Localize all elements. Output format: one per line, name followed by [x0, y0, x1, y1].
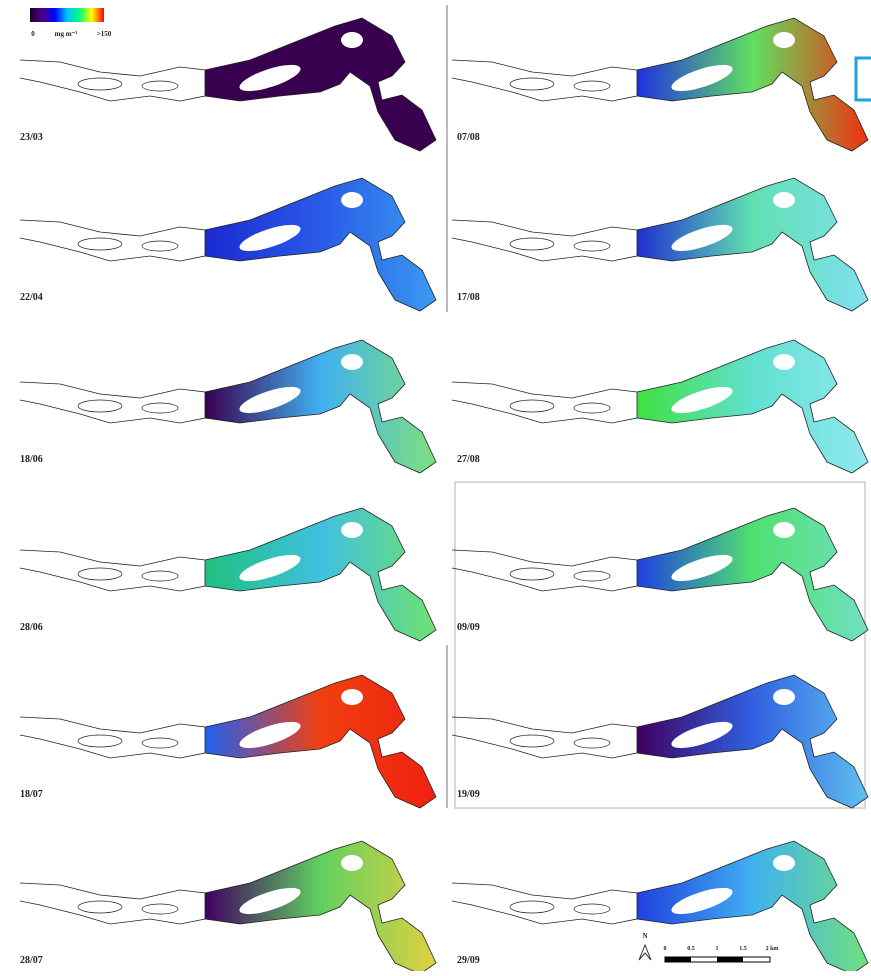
- scale-bar-segment: [665, 957, 691, 962]
- scale-label: 1.5: [739, 946, 747, 952]
- island: [341, 32, 363, 48]
- scale-label: 2 km: [766, 946, 779, 952]
- north-label: N: [642, 932, 647, 940]
- island: [341, 192, 363, 208]
- island: [773, 32, 795, 48]
- island: [341, 689, 363, 705]
- island: [773, 192, 795, 208]
- date-label: 09/09: [457, 622, 480, 633]
- date-label: 19/09: [457, 789, 480, 800]
- figure: 0 mg m⁻³ >150 N 0 0.5 1 1.5 2 km 23/03 22…: [0, 0, 871, 971]
- background: [0, 0, 871, 971]
- date-label: 23/03: [20, 132, 43, 143]
- date-label: 27/08: [457, 454, 480, 465]
- scale-label: 0.5: [687, 946, 695, 952]
- date-label: 29/09: [457, 955, 480, 966]
- colorbar-label: 0: [31, 30, 35, 38]
- island: [773, 354, 795, 370]
- island: [341, 855, 363, 871]
- island: [773, 689, 795, 705]
- date-label: 28/06: [20, 622, 43, 633]
- date-label: 07/08: [457, 132, 480, 143]
- date-label: 18/06: [20, 454, 43, 465]
- colorbar-label: >150: [97, 30, 112, 38]
- scale-bar-segment: [717, 957, 743, 962]
- scale-label: 1: [716, 946, 719, 952]
- date-label: 17/08: [457, 292, 480, 303]
- island: [773, 522, 795, 538]
- date-label: 22/04: [20, 292, 43, 303]
- island: [341, 354, 363, 370]
- scale-label: 0: [664, 946, 667, 952]
- island: [773, 855, 795, 871]
- date-label: 28/07: [20, 955, 43, 966]
- colorbar: [30, 8, 104, 22]
- colorbar-label: mg m⁻³: [55, 30, 78, 38]
- date-label: 18/07: [20, 789, 43, 800]
- island: [341, 522, 363, 538]
